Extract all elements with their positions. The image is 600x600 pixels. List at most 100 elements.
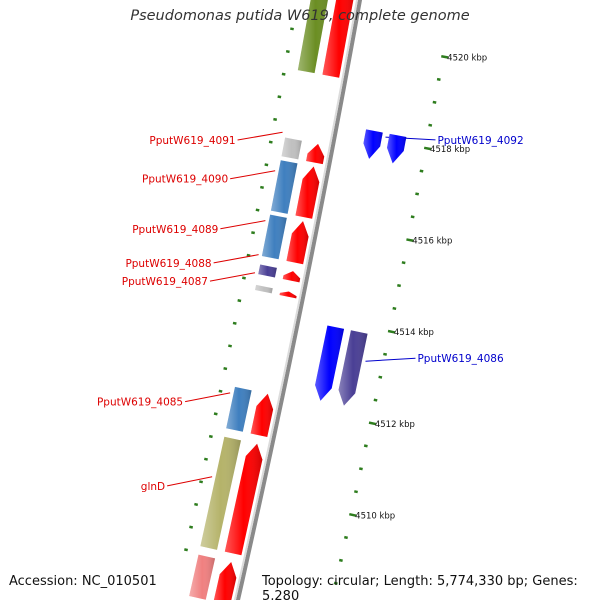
scale-label: 4514 kbp [394, 328, 434, 338]
scale-tick-minor [203, 457, 208, 461]
gene-label-leader [220, 220, 266, 230]
gene-label: PputW619_4085 [97, 397, 183, 409]
feature-cds-arrow-shade [250, 393, 274, 438]
feature-gene-bar-shade [297, 0, 328, 74]
scale-tick-minor [264, 163, 269, 167]
scale-tick-minor [213, 412, 218, 416]
scale-tick-minor [378, 375, 383, 379]
pputw619-4087-gene-bar-shade [255, 284, 273, 294]
scale-tick-minor [392, 306, 397, 311]
scale-tick-major [237, 299, 242, 303]
scale-tick-minor [397, 283, 401, 288]
gene-label-leader [209, 272, 256, 282]
pputw619-4088-gene-bar-shade [258, 264, 277, 278]
gene-label-leader [185, 392, 231, 403]
gene-label: glnD [141, 481, 165, 493]
scale-tick-minor [383, 352, 388, 356]
scale-label: 4520 kbp [447, 53, 487, 63]
scale-tick-minor [268, 140, 273, 144]
scale-tick-minor [410, 215, 415, 219]
scale-tick-minor [232, 321, 237, 325]
scale-label: 4516 kbp [412, 237, 452, 247]
scale-tick-minor [194, 502, 199, 507]
scale-tick-major [368, 421, 377, 426]
scale-tick-major [218, 389, 223, 393]
scale-tick-minor [189, 525, 194, 529]
scale-tick-minor [285, 49, 290, 54]
scale-label: 4510 kbp [355, 511, 395, 521]
feature-cds-arrow-shade [282, 271, 301, 283]
scale-tick-minor [251, 231, 256, 235]
scale-tick-minor [432, 100, 437, 104]
accession-text: Accession: NC_010501 [9, 574, 157, 589]
scale-tick-minor [354, 490, 358, 494]
pputw619-4085-gene-bar-shade [226, 386, 252, 432]
pputw619-4086-gene-bar-shade [338, 330, 368, 406]
scale-tick-minor [208, 434, 213, 439]
genome-backbone [235, 0, 363, 600]
scale-tick-minor [401, 261, 406, 265]
scale-tick-minor [277, 95, 282, 99]
scale-tick-minor [260, 185, 264, 189]
feature-cds-arrow-shade [322, 0, 354, 78]
glnd-gene-bar-shade [200, 436, 241, 550]
scale-label: 4512 kbp [375, 420, 415, 430]
pputw619-4091-gene-bar-shade [281, 137, 302, 160]
scale-tick-major [255, 208, 260, 212]
scale-tick-minor [184, 548, 188, 552]
gene-label-leader [230, 170, 276, 180]
scale-tick-major [199, 480, 204, 484]
scale-tick-minor [333, 581, 338, 585]
scale-tick-major [406, 238, 414, 242]
gene-label: PputW619_4087 [122, 276, 208, 288]
feature-cds-arrow-shade [295, 166, 320, 219]
scale-tick-minor [373, 398, 378, 402]
scale-tick-minor [338, 558, 343, 562]
feature-cds-arrow-shade [279, 291, 297, 299]
feature-cds-arrow-shade [306, 143, 325, 165]
map-title: Pseudomonas putida W619, complete genome [130, 8, 470, 24]
gene-label: PputW619_4091 [149, 135, 235, 147]
gene-label-leader [237, 131, 283, 141]
scale-label: 4518 kbp [430, 145, 470, 155]
topology-text: Topology: circular; Length: 5,774,330 bp… [262, 574, 578, 600]
scale-tick-minor [363, 444, 368, 448]
feature-cds-arrow-shade [224, 443, 263, 556]
feature-cds-arrow-shade [286, 221, 309, 265]
gene-label: PputW619_4092 [437, 135, 523, 147]
gene-label: PputW619_4086 [417, 353, 503, 365]
gene-label: PputW619_4088 [125, 258, 211, 270]
feature-gene-bar-shade [189, 554, 216, 600]
pputw619-4089-gene-bar-shade [261, 214, 287, 260]
scale-tick-minor [415, 192, 420, 196]
scale-tick-major [387, 329, 396, 334]
genome-backbone-highlight [233, 0, 358, 600]
scale-tick-minor [241, 276, 246, 280]
gene-label-leader [213, 254, 259, 264]
scale-tick-minor [228, 344, 232, 348]
feature-gene-bar-shade [315, 325, 345, 401]
gene-label-leader [167, 476, 213, 487]
scale-tick-major [273, 117, 278, 122]
feature-gene-bar-shade [387, 133, 407, 164]
pputw619-4090-gene-bar-shade [270, 160, 298, 214]
pputw619-4092-gene-bar-shade [363, 129, 383, 159]
scale-tick-major [349, 512, 357, 517]
scale-tick-minor [428, 123, 433, 127]
feature-cds-arrow-shade [213, 561, 237, 600]
scale-tick-major [441, 54, 449, 59]
gene-label: PputW619_4090 [142, 174, 228, 186]
scale-tick-major [290, 27, 294, 31]
scale-tick-minor [344, 535, 348, 540]
scale-tick-major [423, 146, 432, 151]
gene-label: PputW619_4089 [132, 224, 218, 236]
scale-tick-minor [419, 169, 424, 173]
gene-label-leader [365, 357, 416, 362]
scale-tick-minor [223, 366, 228, 371]
scale-tick-minor [246, 253, 251, 257]
scale-tick-minor [436, 77, 441, 81]
scale-tick-minor [281, 72, 286, 76]
scale-tick-minor [358, 467, 363, 471]
